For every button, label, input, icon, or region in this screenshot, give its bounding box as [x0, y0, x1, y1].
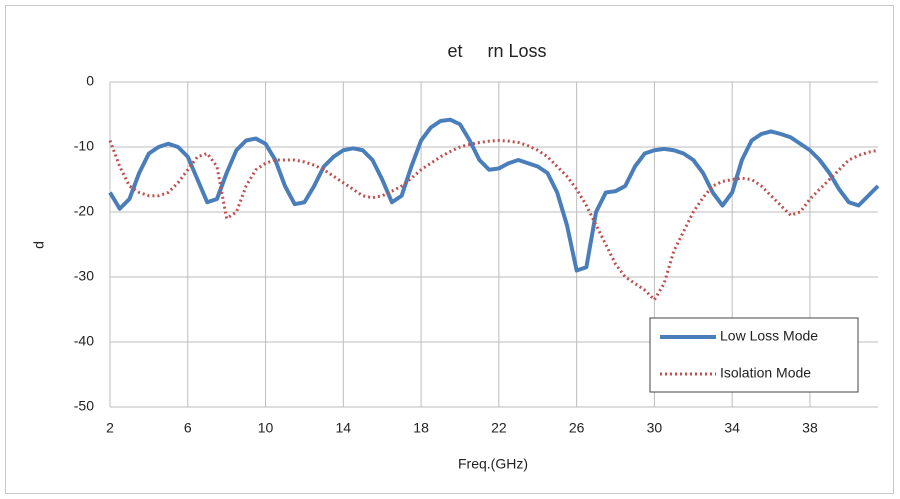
y-axis-label: d	[31, 241, 47, 249]
x-tick-label: 18	[413, 420, 429, 436]
x-tick-label: 26	[569, 420, 585, 436]
x-tick-label: 2	[106, 420, 114, 436]
chart-border	[5, 5, 894, 494]
y-tick-label: -20	[74, 203, 94, 219]
x-tick-label: 38	[802, 420, 818, 436]
y-tick-label: 0	[86, 73, 94, 89]
legend-box	[649, 317, 859, 393]
legend-label: Low Loss Mode	[720, 328, 818, 344]
x-axis-label: Freq.(GHz)	[458, 456, 528, 472]
y-tick-label: -10	[74, 138, 94, 154]
y-tick-label: -50	[74, 398, 94, 414]
x-tick-label: 22	[491, 420, 507, 436]
legend-label: Isolation Mode	[720, 365, 811, 381]
x-tick-label: 6	[184, 420, 192, 436]
x-tick-label: 34	[724, 420, 740, 436]
x-tick-label: 14	[336, 420, 352, 436]
y-tick-label: -40	[74, 333, 94, 349]
y-tick-label: -30	[74, 268, 94, 284]
series-line	[108, 117, 880, 273]
series-line	[108, 139, 879, 302]
x-tick-label: 10	[258, 420, 274, 436]
chart-title: et rn Loss	[447, 41, 546, 61]
x-tick-label: 30	[647, 420, 663, 436]
